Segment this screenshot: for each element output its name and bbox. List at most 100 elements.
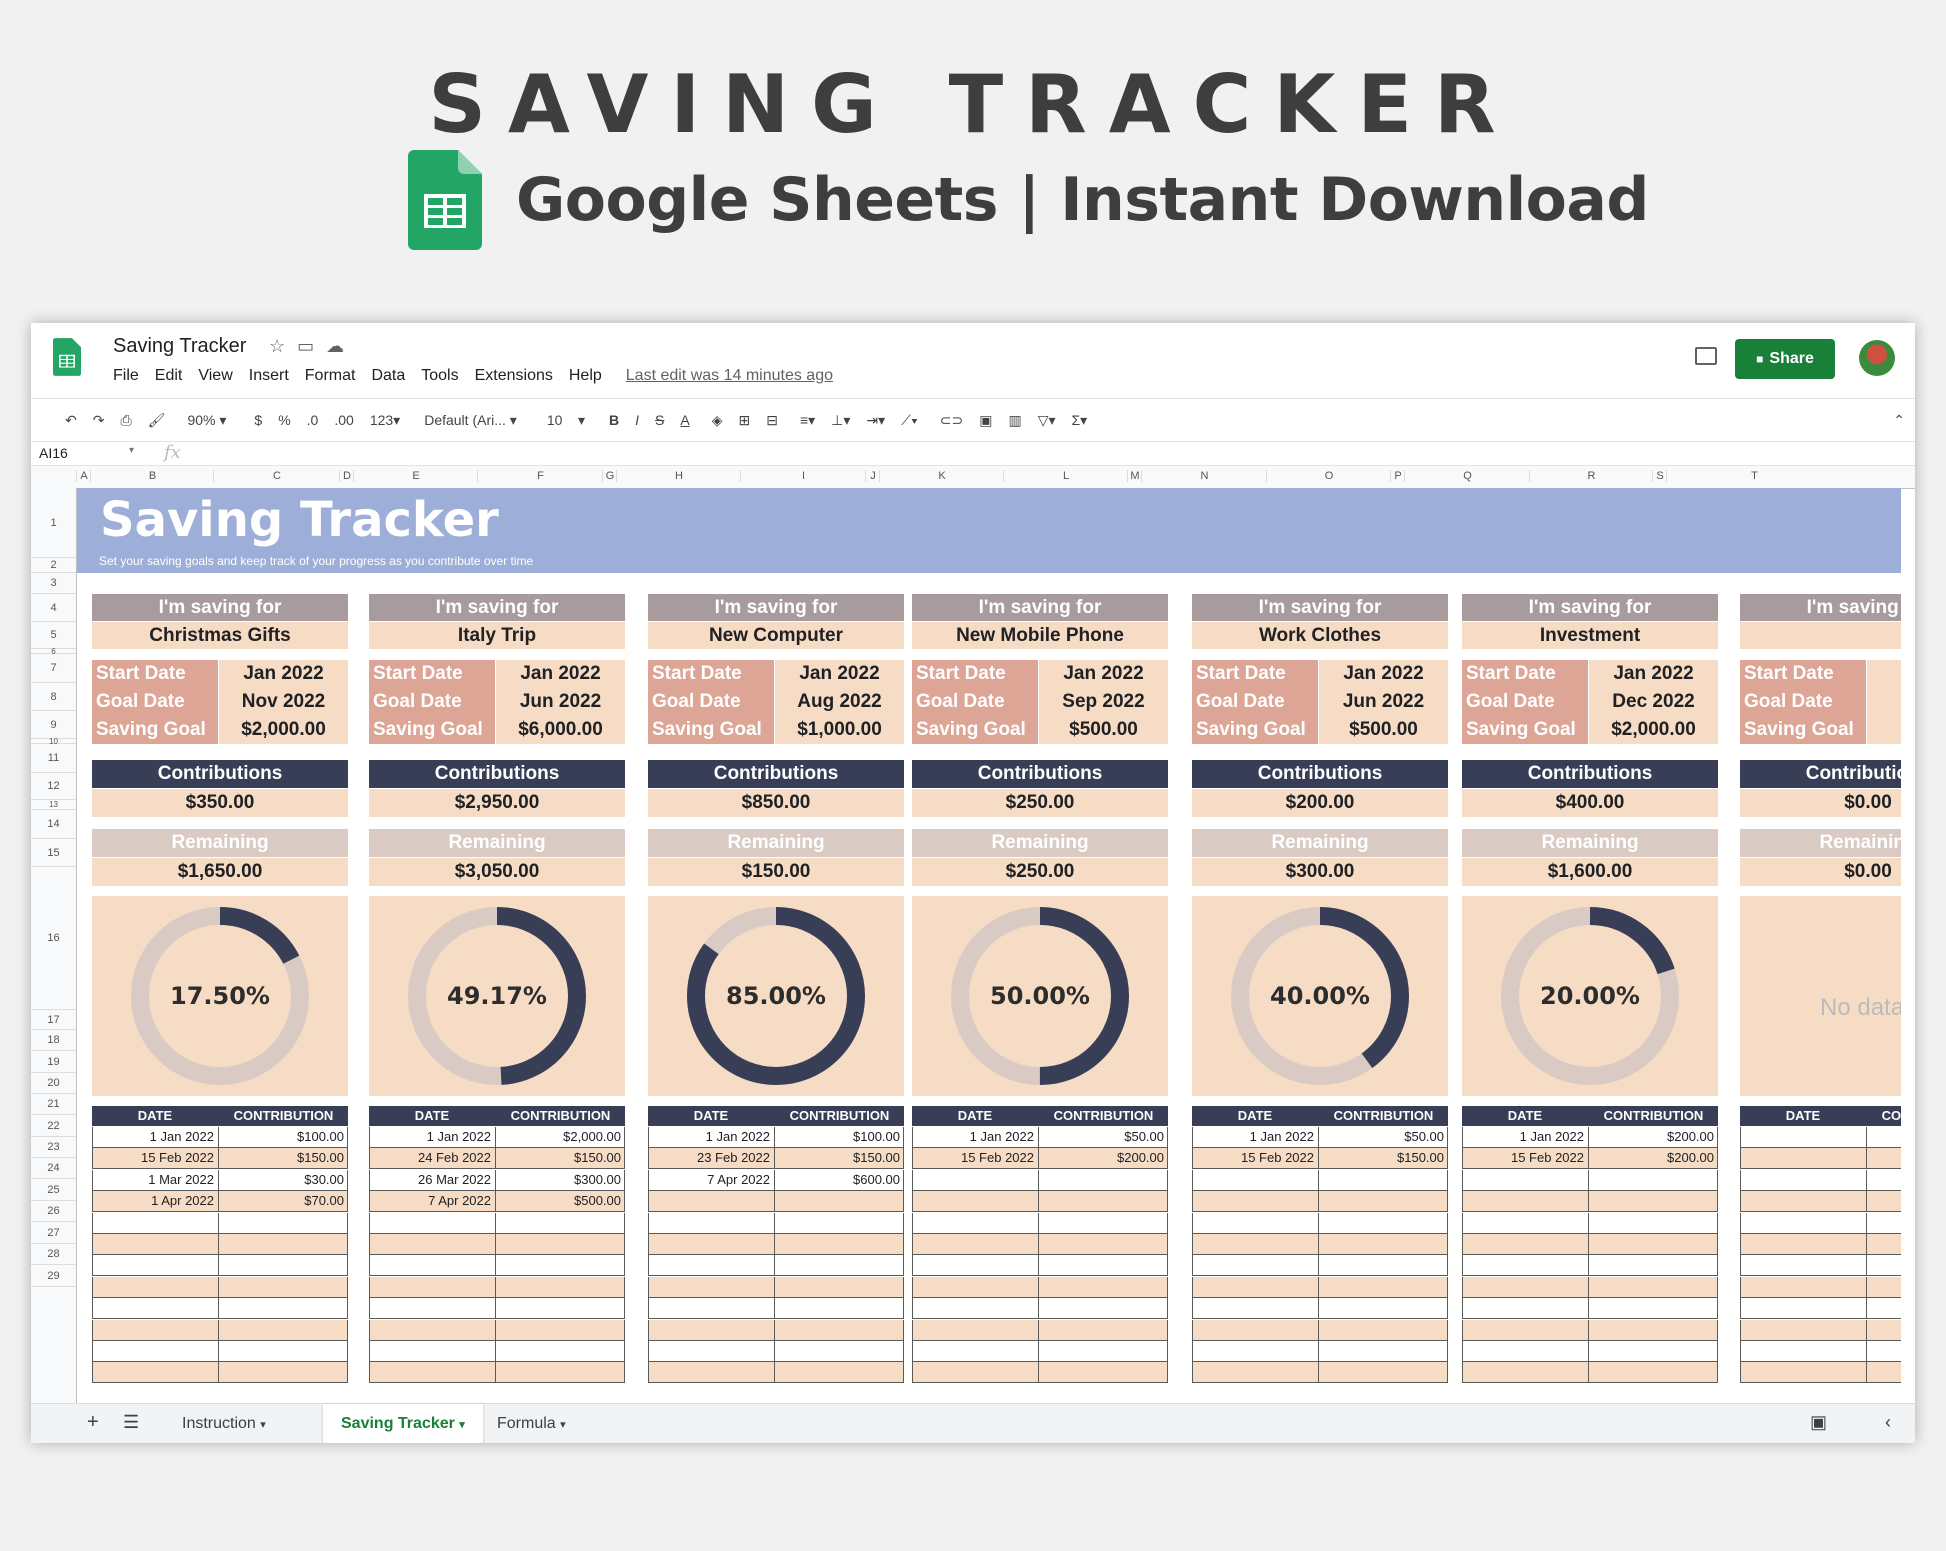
comment-history-icon[interactable] — [1695, 347, 1717, 365]
menu-extensions[interactable]: Extensions — [474, 367, 553, 384]
currency-button[interactable]: $ — [254, 412, 263, 428]
entry-amount-cell[interactable] — [776, 1341, 903, 1361]
menu-format[interactable]: Format — [304, 367, 356, 384]
entry-amount-cell[interactable] — [1040, 1191, 1167, 1211]
entry-date-cell[interactable] — [1741, 1191, 1867, 1212]
row-header-29[interactable]: 29 — [31, 1265, 76, 1287]
entry-amount-cell[interactable] — [497, 1255, 624, 1275]
entry-amount-cell[interactable] — [1320, 1341, 1447, 1361]
entry-amount-cell[interactable] — [1040, 1341, 1167, 1361]
strikethrough-icon[interactable]: S — [655, 412, 665, 428]
row-header-22[interactable]: 22 — [31, 1115, 76, 1137]
row-header-12[interactable]: 12 — [31, 773, 76, 800]
entry-date-cell[interactable] — [1463, 1298, 1589, 1319]
row-header-19[interactable]: 19 — [31, 1051, 76, 1073]
document-title[interactable]: Saving Tracker — [113, 335, 247, 357]
entry-date-cell[interactable]: 23 Feb 2022 — [649, 1148, 775, 1169]
column-header-E[interactable]: E — [353, 470, 478, 482]
saving-for-name[interactable] — [1740, 622, 1901, 649]
entry-amount-cell[interactable] — [1590, 1255, 1717, 1275]
entry-date-cell[interactable] — [1741, 1341, 1867, 1361]
row-header-14[interactable]: 14 — [31, 810, 76, 839]
row-header-4[interactable]: 4 — [31, 594, 76, 622]
collapse-side-panel-icon[interactable]: ‹ — [1885, 1412, 1891, 1432]
saving-for-name[interactable]: Investment — [1462, 622, 1718, 649]
entry-amount-cell[interactable] — [220, 1298, 347, 1318]
entry-amount-cell[interactable]: $150.00 — [297, 1150, 344, 1166]
entry-amount-cell[interactable]: $200.00 — [1117, 1150, 1164, 1166]
sheet-grid[interactable]: Saving Tracker Set your saving goals and… — [77, 488, 1901, 1418]
progress-donut-chart[interactable]: 20.00% — [1462, 896, 1718, 1096]
tab-menu-icon[interactable]: ▾ — [260, 1419, 266, 1431]
entry-date-cell[interactable]: 1 Apr 2022 — [93, 1191, 219, 1212]
column-header-H[interactable]: H — [616, 470, 741, 482]
entry-date-cell[interactable]: 1 Jan 2022 — [1193, 1127, 1319, 1147]
column-header-J[interactable]: J — [865, 470, 880, 482]
percent-button[interactable]: % — [278, 412, 291, 428]
entry-date-cell[interactable]: 7 Apr 2022 — [649, 1169, 775, 1190]
increase-decimal-button[interactable]: .00 — [334, 412, 354, 428]
tab-menu-icon[interactable]: ▾ — [459, 1419, 465, 1431]
entry-amount-cell[interactable] — [220, 1341, 347, 1361]
row-header-8[interactable]: 8 — [31, 683, 76, 711]
fill-color-icon[interactable]: ◈ — [711, 411, 723, 428]
entry-amount-cell[interactable]: $70.00 — [304, 1193, 344, 1209]
progress-donut-chart[interactable]: 17.50% — [92, 896, 348, 1096]
entry-amount-cell[interactable] — [1868, 1234, 1901, 1254]
all-sheets-icon[interactable]: ☰ — [123, 1412, 140, 1432]
text-wrap-icon[interactable]: ⇥▾ — [866, 411, 886, 428]
entry-date-cell[interactable] — [913, 1255, 1039, 1276]
entry-amount-cell[interactable] — [776, 1191, 903, 1211]
progress-donut-chart[interactable]: 49.17% — [369, 896, 625, 1096]
font-size-select[interactable]: 10 ▾ — [546, 411, 585, 428]
row-header-23[interactable]: 23 — [31, 1137, 76, 1158]
entry-amount-cell[interactable] — [497, 1234, 624, 1254]
entry-date-cell[interactable] — [370, 1212, 496, 1233]
saving-goal-value[interactable]: $1,000.00 — [775, 716, 904, 744]
row-header-6[interactable]: 6 — [31, 648, 76, 656]
row-header-17[interactable]: 17 — [31, 1010, 76, 1030]
entry-amount-cell[interactable] — [1868, 1277, 1901, 1297]
entry-date-cell[interactable] — [370, 1319, 496, 1340]
entry-amount-cell[interactable] — [1868, 1170, 1901, 1190]
entry-date-cell[interactable] — [1463, 1255, 1589, 1276]
vertical-align-icon[interactable]: ⊥▾ — [831, 411, 851, 428]
entry-date-cell[interactable] — [93, 1341, 219, 1361]
entry-date-cell[interactable] — [1193, 1169, 1319, 1190]
entry-date-cell[interactable] — [913, 1341, 1039, 1361]
entry-amount-cell[interactable] — [220, 1255, 347, 1275]
entry-amount-cell[interactable] — [220, 1277, 347, 1297]
entry-amount-cell[interactable] — [1868, 1255, 1901, 1275]
row-header-25[interactable]: 25 — [31, 1179, 76, 1201]
saving-for-name[interactable]: Christmas Gifts — [92, 622, 348, 649]
entry-date-cell[interactable] — [649, 1276, 775, 1297]
entry-amount-cell[interactable] — [1040, 1298, 1167, 1318]
menu-file[interactable]: File — [113, 367, 139, 384]
entry-amount-cell[interactable] — [1590, 1234, 1717, 1254]
bold-icon[interactable]: B — [609, 412, 620, 428]
entry-amount-cell[interactable] — [220, 1362, 347, 1382]
entry-date-cell[interactable] — [1193, 1362, 1319, 1383]
entry-date-cell[interactable] — [1741, 1127, 1867, 1147]
progress-donut-chart[interactable]: 40.00% — [1192, 896, 1448, 1096]
menu-edit[interactable]: Edit — [154, 367, 183, 384]
start-date-value[interactable]: Jan 2022 — [1589, 660, 1718, 688]
entry-date-cell[interactable] — [1193, 1298, 1319, 1319]
formula-input[interactable] — [201, 441, 1901, 465]
start-date-value[interactable]: Jan 2022 — [1319, 660, 1448, 688]
entry-amount-cell[interactable] — [1868, 1191, 1901, 1211]
italic-icon[interactable]: I — [635, 412, 640, 428]
entry-date-cell[interactable] — [1463, 1212, 1589, 1233]
menu-tools[interactable]: Tools — [421, 367, 459, 384]
entry-amount-cell[interactable] — [776, 1298, 903, 1318]
row-header-10[interactable]: 10 — [31, 738, 76, 746]
entry-amount-cell[interactable]: $2,000.00 — [563, 1129, 621, 1144]
saving-goal-value[interactable]: $500.00 — [1319, 716, 1448, 744]
entry-amount-cell[interactable] — [497, 1277, 624, 1297]
entry-date-cell[interactable] — [1741, 1169, 1867, 1190]
saving-goal-value[interactable]: $2,000.00 — [219, 716, 348, 744]
progress-donut-chart[interactable]: 50.00% — [912, 896, 1168, 1096]
menu-view[interactable]: View — [198, 367, 233, 384]
entry-date-cell[interactable] — [913, 1191, 1039, 1212]
entry-amount-cell[interactable] — [1040, 1170, 1167, 1190]
